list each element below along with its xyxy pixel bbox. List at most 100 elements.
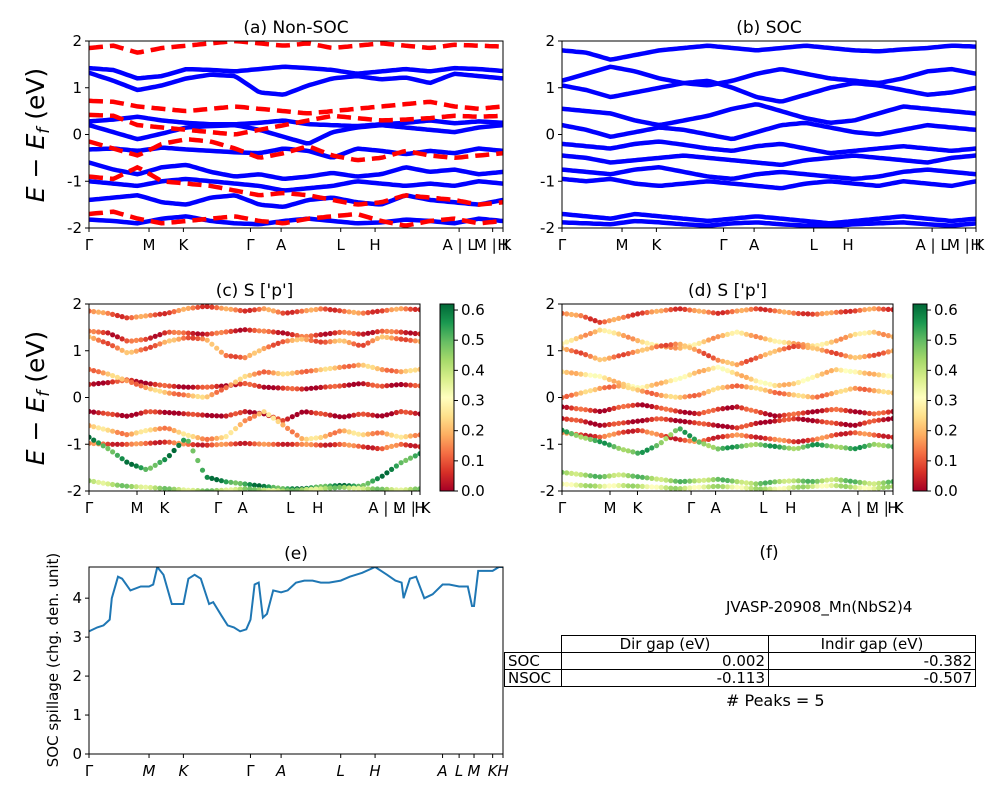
band-point [147,440,154,446]
band-point [266,487,272,491]
band-point [691,436,698,442]
band-point [129,338,135,344]
band-point [649,445,655,451]
y-axis-label-row1: E − Ef (eV) [21,68,54,202]
band-point [729,369,735,375]
band-point [701,339,707,345]
band-point [190,433,196,440]
band-point [332,430,338,436]
band-point [152,485,158,491]
band-point [786,416,792,422]
band-point [635,474,641,480]
band-line-spin2 [89,164,503,207]
band-point [89,334,92,340]
band-point [251,350,258,356]
band-point [299,386,305,392]
band-point [781,309,787,315]
band-point [341,329,347,335]
band-point [89,328,92,334]
band-point [720,423,726,429]
band-point [337,414,343,420]
band-point [133,314,139,320]
band-point [644,309,650,316]
band-point [781,382,787,388]
band-point [204,331,210,337]
band-point [199,304,206,310]
band-point [209,331,215,337]
band-point [847,478,854,484]
band-point [327,307,333,313]
band-point [639,388,646,394]
band-point [611,405,617,411]
band-point [706,408,712,414]
band-point [866,485,873,491]
band-point [649,416,655,422]
band-point [852,355,858,361]
band-point [100,339,106,345]
band-point [800,393,806,399]
band-point [199,331,206,337]
band-point [748,480,754,486]
band-point [299,336,305,342]
band-point [275,309,281,315]
band-point [748,384,754,391]
band-line [562,176,976,191]
band-point [129,379,135,385]
band-point [682,394,688,400]
band-point [318,486,324,491]
band-point [639,449,646,455]
band-point [720,434,726,440]
band-point [663,342,669,348]
band-point [195,384,201,390]
band-point [687,372,693,378]
x-tick-label: A [275,762,286,780]
band-point [129,441,135,447]
y-tick-label: 2 [545,295,555,313]
band-point [91,368,97,374]
band-point [322,366,328,372]
band-point [568,405,575,411]
band-point [885,443,891,449]
band-point [587,407,594,413]
band-point [209,475,215,481]
y-tick-label: 1 [72,79,82,97]
band-point [398,434,404,440]
spillage-line [89,567,503,633]
band-point [242,380,248,387]
band-point [791,392,797,398]
band-point [389,368,395,374]
band-point [223,385,229,391]
band-point [341,414,347,420]
band-point [791,484,797,490]
band-point [393,442,399,448]
band-point [289,337,295,343]
band-point [247,352,253,358]
band-point [644,403,650,409]
band-point [649,345,655,351]
band-point [133,348,139,354]
band-point [758,435,764,441]
band-point [261,306,267,312]
band-point [100,370,106,376]
band-point [663,485,669,491]
band-point [379,308,385,314]
band-point [668,307,674,313]
band-point [687,478,693,484]
band-point [654,344,660,350]
band-point [119,441,125,447]
y-tick-label: 0 [72,126,82,144]
band-point [635,427,641,434]
band-point [412,486,418,491]
band-point [715,310,721,316]
band-point [696,478,702,484]
colorbar-tick-label: 0.4 [934,361,958,379]
band-line [562,211,976,226]
band-point [857,444,863,451]
band-point [138,313,144,320]
band-point [691,342,698,348]
band-point [734,308,740,314]
band-point [602,440,608,446]
band-point [668,407,674,413]
band-point [280,418,286,424]
band-point [644,484,650,490]
